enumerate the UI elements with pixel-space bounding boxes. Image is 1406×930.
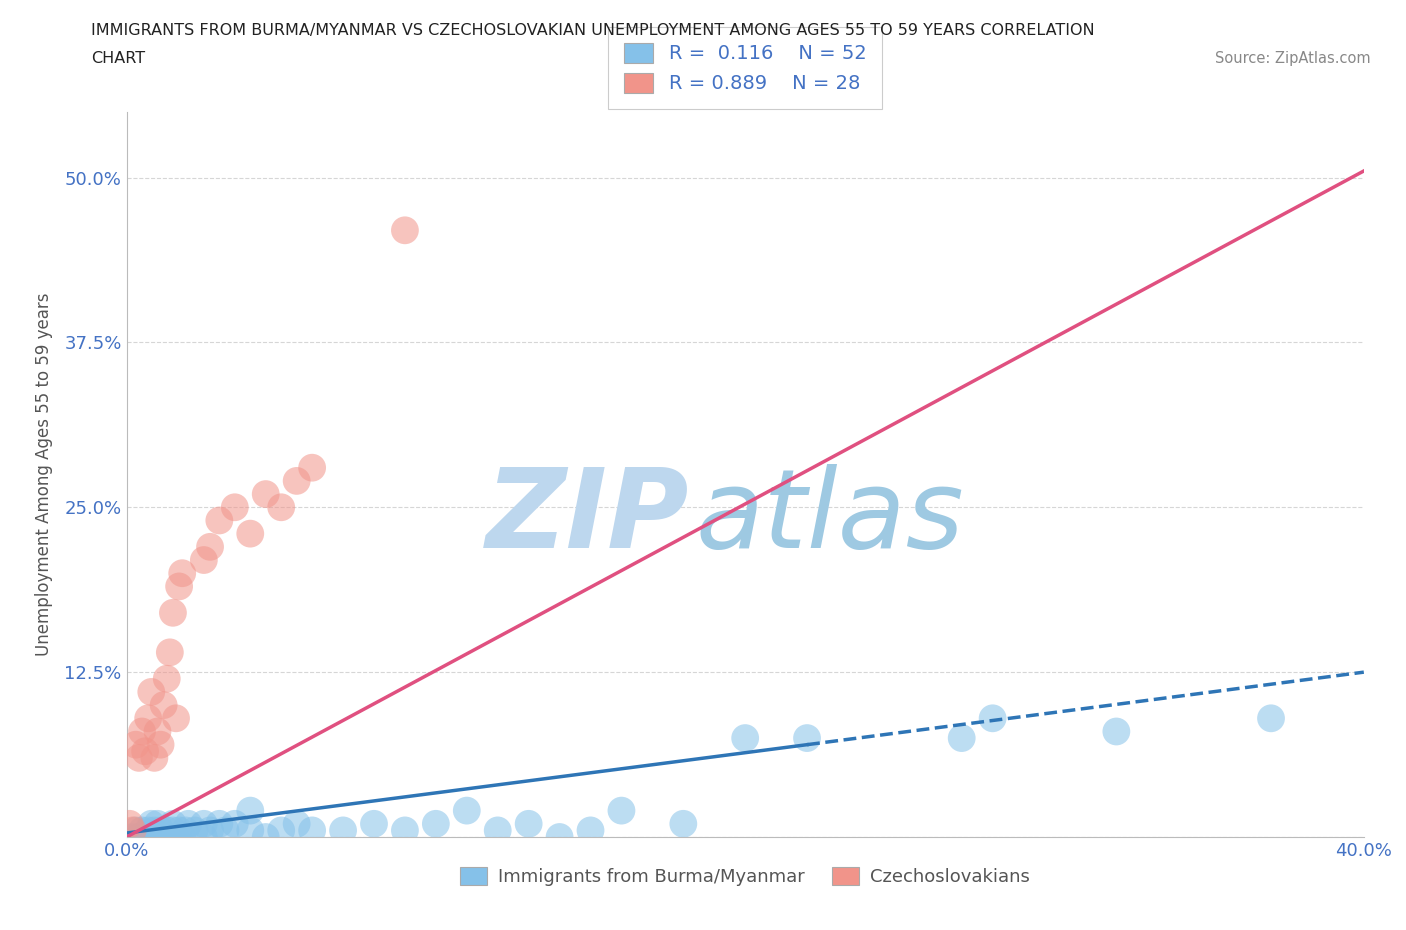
Point [141, 684, 163, 699]
Point [121, 830, 143, 844]
Point [141, 830, 163, 844]
Text: IMMIGRANTS FROM BURMA/MYANMAR VS CZECHOSLOVAKIAN UNEMPLOYMENT AMONG AGES 55 TO 5: IMMIGRANTS FROM BURMA/MYANMAR VS CZECHOS… [91, 23, 1095, 38]
Point [159, 830, 181, 844]
Point [146, 817, 169, 831]
Point [149, 737, 172, 752]
Point [394, 223, 416, 238]
Point [208, 513, 231, 528]
Text: CHART: CHART [91, 51, 145, 66]
Point [128, 751, 150, 765]
Point [301, 823, 323, 838]
Point [156, 671, 179, 686]
Point [208, 817, 231, 831]
Point [125, 737, 148, 752]
Point [270, 823, 292, 838]
Point [332, 823, 354, 838]
Point [146, 830, 169, 844]
Point [125, 823, 148, 838]
Text: atlas: atlas [696, 464, 965, 571]
Point [162, 823, 184, 838]
Point [162, 605, 184, 620]
Point [118, 817, 141, 831]
Point [177, 817, 200, 831]
Point [981, 711, 1004, 725]
Point [672, 817, 695, 831]
Point [156, 823, 179, 838]
Point [136, 823, 159, 838]
Text: Source: ZipAtlas.com: Source: ZipAtlas.com [1215, 51, 1371, 66]
Point [224, 499, 246, 514]
Point [1105, 724, 1128, 739]
Point [143, 823, 166, 838]
Point [146, 724, 169, 739]
Point [143, 751, 166, 765]
Point [172, 565, 194, 580]
Point [193, 817, 215, 831]
Point [239, 804, 262, 818]
Text: ZIP: ZIP [486, 464, 689, 571]
Point [254, 830, 277, 844]
Point [136, 711, 159, 725]
Point [134, 744, 156, 759]
Y-axis label: Unemployment Among Ages 55 to 59 years: Unemployment Among Ages 55 to 59 years [35, 293, 53, 656]
Point [193, 830, 215, 844]
Point [149, 823, 172, 838]
Point [394, 823, 416, 838]
Point [224, 817, 246, 831]
Point [610, 804, 633, 818]
Point [254, 486, 277, 501]
Point [285, 473, 308, 488]
Point [239, 823, 262, 838]
Point [121, 823, 143, 838]
Point [486, 823, 509, 838]
Point [239, 526, 262, 541]
Point [167, 579, 190, 594]
Point [174, 823, 197, 838]
Point [152, 830, 174, 844]
Point [152, 698, 174, 712]
Point [734, 731, 756, 746]
Point [285, 817, 308, 831]
Point [579, 823, 602, 838]
Point [456, 804, 478, 818]
Point [165, 830, 187, 844]
Point [141, 817, 163, 831]
Point [165, 711, 187, 725]
Point [134, 830, 156, 844]
Legend: Immigrants from Burma/Myanmar, Czechoslovakians: Immigrants from Burma/Myanmar, Czechoslo… [453, 859, 1038, 893]
Point [796, 731, 818, 746]
Point [183, 823, 205, 838]
Point [363, 817, 385, 831]
Point [159, 644, 181, 659]
Point [131, 724, 153, 739]
Point [1260, 711, 1282, 725]
Point [167, 823, 190, 838]
Point [172, 830, 194, 844]
Point [301, 460, 323, 475]
Point [198, 823, 221, 838]
Point [131, 823, 153, 838]
Point [193, 552, 215, 567]
Point [425, 817, 447, 831]
Point [214, 823, 236, 838]
Point [162, 817, 184, 831]
Point [548, 830, 571, 844]
Point [950, 731, 973, 746]
Point [517, 817, 540, 831]
Point [128, 830, 150, 844]
Point [270, 499, 292, 514]
Point [198, 539, 221, 554]
